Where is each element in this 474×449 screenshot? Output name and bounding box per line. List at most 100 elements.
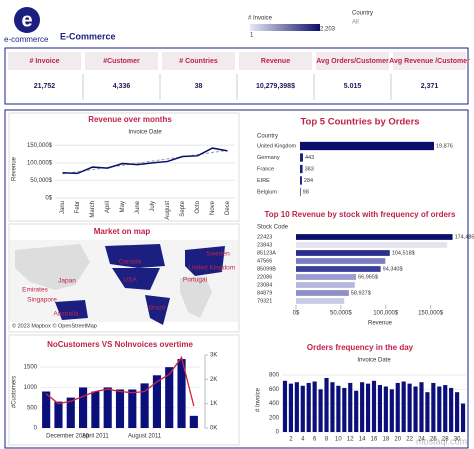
y-tick-label: 500 — [27, 405, 38, 411]
bar — [296, 282, 355, 288]
value-label: 94,340$ — [383, 266, 403, 272]
bar — [91, 391, 100, 428]
africa — [180, 276, 212, 318]
filter-value[interactable]: All — [352, 20, 359, 26]
kpi-header — [8, 52, 81, 70]
bar — [54, 401, 63, 428]
logo — [14, 7, 40, 33]
bar — [177, 359, 186, 428]
bar — [336, 385, 341, 432]
y-tick-label: 23843 — [257, 242, 272, 248]
kpi-header — [316, 52, 389, 70]
bar — [296, 234, 453, 240]
legend-max: 2,203 — [320, 27, 336, 33]
y-tick-label: 85123A — [257, 250, 276, 256]
x-title: Revenue — [368, 321, 393, 327]
y-tick-label: France — [257, 166, 274, 172]
x-tick-label: 2 — [289, 437, 293, 443]
kpi-header — [239, 52, 312, 70]
kpi-label: Avg Orders/Customer — [316, 58, 389, 65]
y-title: Stock Code — [257, 225, 289, 231]
kpi-label: # Invoice — [30, 58, 60, 65]
bar — [419, 382, 424, 432]
map-label: Australia — [53, 311, 79, 318]
x-tick-label: April — [105, 201, 111, 213]
bar — [324, 377, 329, 432]
x-tick-label: 4 — [301, 437, 305, 443]
x-title: Invoice Date — [357, 358, 391, 364]
europe — [185, 246, 225, 276]
x-tick-label: December 2010 — [46, 434, 89, 440]
bar — [296, 258, 386, 264]
y-tick-label: 85099B — [257, 266, 276, 272]
y-tick-label: 47566 — [257, 258, 272, 264]
y-title: # Invoice — [256, 387, 262, 412]
value-label: 174,485$ — [455, 234, 474, 240]
bar — [395, 382, 400, 432]
legend-gradient — [250, 24, 320, 31]
panel — [8, 223, 240, 333]
value-label: 19,876 — [436, 143, 453, 149]
kpi-header — [162, 52, 235, 70]
y-title: Country — [257, 134, 278, 140]
chart-title: NoCustomers VS NoInvoices overtime — [47, 340, 193, 349]
x-tick-label: August — [165, 201, 171, 220]
kpi-label: # Countries — [179, 58, 218, 65]
bar — [296, 274, 357, 280]
kpi-value: 38 — [195, 83, 203, 90]
bar — [296, 242, 448, 248]
bar — [383, 386, 388, 432]
bar — [300, 385, 305, 432]
y-tick-label: 79321 — [257, 298, 272, 304]
kpi-label: Revenue — [261, 58, 290, 65]
filter-label: Country — [352, 11, 373, 17]
bar — [371, 380, 377, 432]
x-tick-label: 10 — [335, 437, 342, 443]
bar — [437, 386, 442, 432]
kpi-value: 4,336 — [113, 83, 131, 90]
chart-title: Market on map — [94, 227, 151, 236]
bar — [189, 415, 198, 428]
canada — [105, 244, 165, 268]
x-tick-label: August 2011 — [128, 434, 162, 440]
attribution: © 2023 Mapbox © OpenStreetMap — [12, 322, 97, 329]
bar — [296, 298, 345, 304]
bar — [443, 385, 448, 432]
page-title: E-Commerce — [60, 31, 116, 41]
bar — [318, 389, 323, 432]
australia — [55, 300, 88, 320]
map-label: Canada — [119, 259, 142, 266]
x-tick-label: Octo — [195, 200, 201, 213]
x-tick-label: 30 — [454, 437, 461, 443]
legend-title: # Invoice — [248, 16, 273, 22]
y-tick-label: United Kingdom — [257, 143, 297, 149]
y-tick-label: 22423 — [257, 234, 272, 240]
value-label: 98 — [303, 189, 309, 195]
bar — [348, 382, 353, 432]
x-tick-label: 28 — [442, 437, 449, 443]
y-tick-label: 0$ — [45, 196, 52, 202]
map-label: Emirates — [22, 287, 48, 294]
kpi-label: Avg Revenue /Customer — [389, 58, 470, 65]
map-label: Sweden — [206, 251, 230, 258]
logo-glyph: e — [21, 9, 32, 31]
logo-text: e-commerce — [4, 35, 49, 44]
map-label: USA — [123, 277, 137, 284]
x-tick-label: July — [150, 201, 156, 212]
bar — [431, 382, 436, 432]
bar — [152, 375, 161, 428]
map-label: Singapore — [27, 297, 57, 304]
bar — [425, 392, 430, 432]
bar — [140, 383, 149, 428]
map-label: Portugal — [183, 277, 208, 284]
bar — [360, 382, 365, 432]
y-title: Revenue — [12, 156, 18, 181]
y-tick-label: 800 — [269, 373, 280, 379]
y-tick-label: 150,000$ — [27, 143, 53, 149]
value-label: 383 — [305, 166, 314, 172]
y-tick-label: 0 — [34, 426, 38, 432]
y-title: #Customers — [12, 376, 18, 408]
kpi-value: 5.015 — [344, 83, 362, 90]
kpi-header — [393, 52, 466, 70]
